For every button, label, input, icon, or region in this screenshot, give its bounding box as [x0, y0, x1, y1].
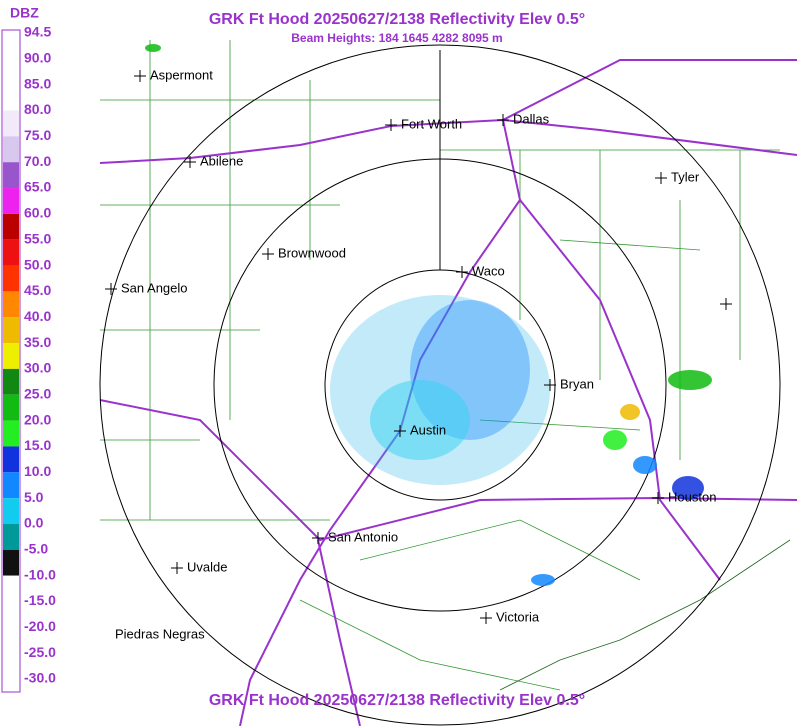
legend-label: 94.5 — [24, 24, 51, 40]
legend-swatch — [3, 162, 19, 189]
legend-label: 50.0 — [24, 256, 51, 272]
legend-swatch — [3, 523, 19, 550]
legend-swatch — [3, 291, 19, 318]
legend-swatch — [3, 601, 19, 628]
city-label: Austin — [410, 422, 446, 437]
legend-swatch — [3, 627, 19, 654]
legend-label: 45.0 — [24, 282, 51, 298]
legend-label: 15.0 — [24, 437, 51, 453]
legend-label: -25.0 — [24, 644, 56, 660]
legend-swatch — [3, 420, 19, 447]
legend-swatch — [3, 213, 19, 240]
legend-label: -5.0 — [24, 541, 48, 557]
city-label: Tyler — [671, 169, 700, 184]
legend-swatch — [3, 136, 19, 163]
legend-label: -30.0 — [24, 670, 56, 686]
legend-swatch — [3, 188, 19, 214]
legend-swatch — [3, 368, 19, 395]
legend-label: 40.0 — [24, 308, 51, 324]
city-marker — [544, 379, 556, 391]
city-label: Uvalde — [187, 559, 227, 574]
legend-label: 80.0 — [24, 101, 51, 117]
legend-swatch — [3, 653, 19, 679]
legend-label: 85.0 — [24, 75, 51, 91]
city-label: Victoria — [496, 609, 540, 624]
city-marker — [105, 283, 117, 295]
legend-swatch — [3, 472, 19, 499]
legend-swatch — [3, 110, 19, 137]
radar-echoes — [145, 44, 712, 586]
legend-label: -20.0 — [24, 618, 56, 634]
legend-swatch — [3, 394, 19, 421]
city-marker — [480, 612, 492, 624]
legend-swatch — [3, 265, 19, 292]
city-marker — [385, 119, 397, 131]
city-label: San Angelo — [121, 280, 188, 295]
city-label: Houston — [668, 489, 716, 504]
legend-swatch — [3, 239, 19, 266]
city-label: Dallas — [513, 111, 550, 126]
city-marker — [184, 156, 196, 168]
city-label: Bryan — [560, 376, 594, 391]
title: GRK Ft Hood 20250627/2138 Reflectivity E… — [209, 11, 585, 28]
legend-label: 60.0 — [24, 205, 51, 221]
city-marker — [497, 114, 509, 126]
range-rings — [99, 44, 781, 726]
legend-label: 70.0 — [24, 153, 51, 169]
city-label: Fort Worth — [401, 116, 462, 131]
city-marker — [720, 298, 732, 310]
legend-label: 20.0 — [24, 411, 51, 427]
legend-label: 75.0 — [24, 127, 51, 143]
legend-frame — [1, 29, 21, 693]
city-label: San Antonio — [328, 529, 398, 544]
legend-label: 10.0 — [24, 463, 51, 479]
legend-swatch — [3, 575, 19, 602]
city-marker — [655, 172, 667, 184]
legend-label: -15.0 — [24, 592, 56, 608]
legend: DBZ 94.5 90.0 85.0 80.0 75.0 70.0 65.0 60.0 55.0… — [1, 5, 56, 693]
legend-swatch — [3, 446, 19, 473]
legend-unit: DBZ — [10, 5, 39, 21]
legend-label: 35.0 — [24, 334, 51, 350]
city-marker — [134, 70, 146, 82]
footer-title: GRK Ft Hood 20250627/2138 Reflectivity E… — [209, 692, 585, 709]
legend-label: 55.0 — [24, 230, 51, 246]
city-label: Aspermont — [150, 67, 213, 82]
county-lines — [100, 40, 791, 691]
legend-label: 30.0 — [24, 360, 51, 376]
legend-swatch — [3, 84, 19, 111]
city-marker — [456, 266, 468, 278]
subtitle: Beam Heights: 184 1645 4282 8095 m — [291, 31, 502, 45]
city-label: Brownwood — [278, 245, 346, 260]
city-label: Abilene — [200, 153, 243, 168]
legend-label: 5.0 — [24, 489, 44, 505]
legend-swatch — [3, 549, 19, 576]
city-marker — [171, 562, 183, 574]
legend-swatch — [3, 498, 19, 524]
legend-label: 90.0 — [24, 50, 51, 66]
legend-label: 65.0 — [24, 179, 51, 195]
legend-swatch — [3, 343, 19, 369]
city-marker — [312, 532, 324, 544]
legend-swatch — [3, 58, 19, 85]
legend-label: 25.0 — [24, 385, 51, 401]
city-label: Waco — [472, 263, 505, 278]
city-label: Piedras Negras — [115, 626, 205, 641]
city-marker — [394, 425, 406, 437]
legend-label: 0.0 — [24, 515, 44, 531]
city-marker — [262, 248, 274, 260]
legend-swatch — [3, 33, 19, 59]
legend-swatch — [3, 317, 19, 344]
city-marker — [652, 492, 664, 504]
legend-label: -10.0 — [24, 566, 56, 582]
